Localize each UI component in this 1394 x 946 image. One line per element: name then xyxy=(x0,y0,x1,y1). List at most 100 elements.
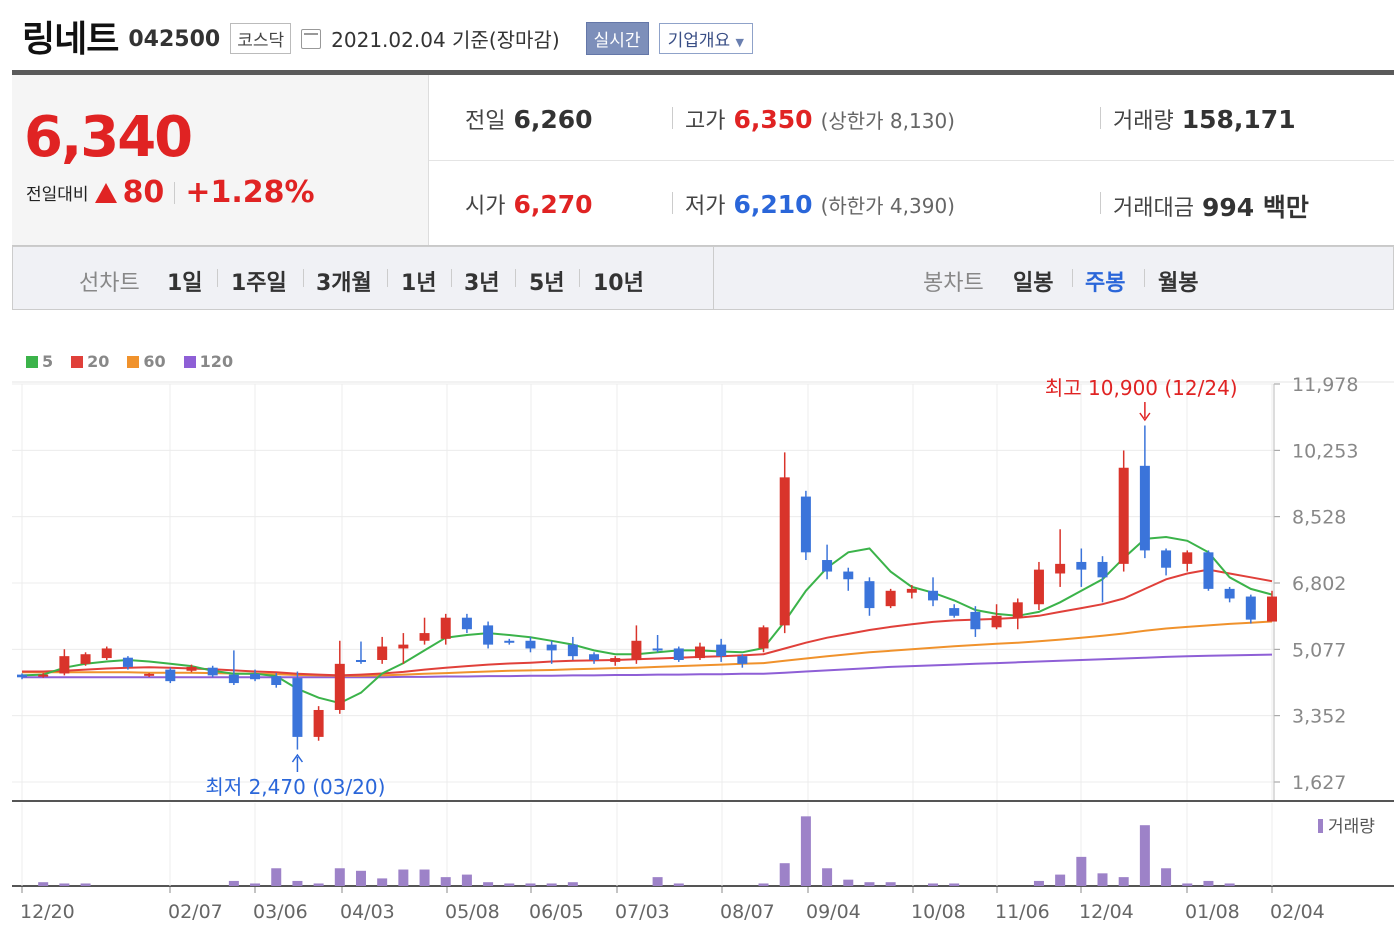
tab-monthly[interactable]: 월봉 xyxy=(1158,271,1199,296)
candle-body xyxy=(1033,569,1044,605)
volume-bar xyxy=(38,882,49,886)
candle-body xyxy=(631,640,642,660)
candle-body xyxy=(610,658,621,662)
candle-body xyxy=(1161,550,1172,568)
tab-3y[interactable]: 3년 xyxy=(464,271,500,296)
volume-bar xyxy=(800,816,811,886)
chevron-down-icon: ▼ xyxy=(735,35,744,49)
candle-body xyxy=(885,590,896,607)
divider xyxy=(1144,269,1145,287)
candle-body xyxy=(758,627,769,649)
amount-label: 거래대금 xyxy=(1113,196,1194,221)
volume-bar xyxy=(843,879,854,886)
divider xyxy=(672,107,673,129)
x-tick-label: 09/04 xyxy=(806,901,861,923)
volume-bar xyxy=(652,877,663,886)
tab-1d[interactable]: 1일 xyxy=(167,271,203,296)
candle-body xyxy=(737,656,748,664)
tab-10y[interactable]: 10년 xyxy=(593,271,644,296)
candle-body xyxy=(38,674,49,677)
divider xyxy=(303,269,304,287)
arrow-head xyxy=(291,753,304,763)
open-label: 시가 xyxy=(465,194,506,219)
price-row-1: 전일 6,260 고가 6,350 (상한가 8,130) 거래량 158,17… xyxy=(429,75,1394,161)
divider xyxy=(1100,107,1101,129)
volume-bar xyxy=(1033,880,1044,886)
tab-1w[interactable]: 1주일 xyxy=(231,271,287,296)
candle-body xyxy=(928,590,939,601)
candle-body xyxy=(673,648,684,660)
change-row: 전일대비 80 +1.28% xyxy=(26,175,315,210)
volume-bar xyxy=(1224,883,1235,886)
candle-body xyxy=(716,644,727,657)
volume-bar xyxy=(334,868,345,886)
volume-bar xyxy=(567,882,578,886)
prev-label: 전일 xyxy=(465,109,506,134)
period-tabs: 선차트 1일 1주일 3개월 1년 3년 5년 10년 봉차트 일봉 주봉 월봉 xyxy=(12,246,1394,310)
low-price: 저가 6,210 (하한가 4,390) xyxy=(685,188,955,220)
divider xyxy=(217,269,218,287)
amount-value: 994 백만 xyxy=(1201,193,1309,222)
volume-value: 158,171 xyxy=(1181,104,1296,134)
volume-bar xyxy=(673,883,684,886)
current-price: 6,340 xyxy=(24,105,193,170)
y-tick-label: 6,802 xyxy=(1292,573,1346,595)
candle-body xyxy=(292,678,303,737)
candle-body xyxy=(80,654,91,664)
realtime-button[interactable]: 실시간 xyxy=(585,21,649,55)
legend-swatch xyxy=(71,355,84,368)
volume-bar xyxy=(483,882,494,886)
divider xyxy=(451,269,452,287)
candle-body xyxy=(822,560,833,572)
candle-body xyxy=(1245,596,1256,620)
tab-weekly[interactable]: 주봉 xyxy=(1085,271,1126,296)
x-tick-label: 12/04 xyxy=(1079,901,1134,923)
prev-close: 전일 6,260 xyxy=(465,103,593,135)
volume-bar xyxy=(59,883,70,886)
volume-bar xyxy=(1161,868,1172,886)
x-tick-label: 11/06 xyxy=(995,901,1050,923)
ma-line-ma5 xyxy=(21,535,1273,705)
candle-body xyxy=(419,633,430,641)
tab-5y[interactable]: 5년 xyxy=(529,271,565,296)
candle-body xyxy=(652,648,663,651)
volume-bar xyxy=(504,883,515,886)
divider xyxy=(387,269,388,287)
candle-body xyxy=(589,654,600,660)
candle-body xyxy=(313,709,324,737)
tab-3m[interactable]: 3개월 xyxy=(316,271,372,296)
volume-bar xyxy=(1182,883,1193,886)
volume: 거래량 158,171 xyxy=(1113,103,1296,135)
x-tick-label: 01/08 xyxy=(1185,901,1240,923)
candle-body xyxy=(525,640,536,649)
volume-bar xyxy=(779,863,790,886)
x-tick-label: 02/07 xyxy=(168,901,223,923)
current-price-box: 6,340 전일대비 80 +1.28% xyxy=(12,75,429,245)
tab-1y[interactable]: 1년 xyxy=(401,271,437,296)
y-tick-label: 11,978 xyxy=(1292,374,1358,396)
high-value: 6,350 xyxy=(733,104,813,134)
y-tick-label: 1,627 xyxy=(1292,772,1346,794)
volume-bar xyxy=(928,883,939,886)
candle-body xyxy=(949,608,960,616)
legend-ma20: 20 xyxy=(71,352,109,371)
volume-legend-swatch xyxy=(1318,819,1323,833)
trade-amount: 거래대금 994 백만 xyxy=(1113,188,1309,224)
tab-daily[interactable]: 일봉 xyxy=(1013,271,1054,296)
open-price: 시가 6,270 xyxy=(465,188,593,220)
price-row-2: 시가 6,270 저가 6,210 (하한가 4,390) 거래대금 994 백… xyxy=(429,160,1394,245)
volume-bar xyxy=(250,883,261,886)
legend-label: 5 xyxy=(42,352,54,371)
low-value: 6,210 xyxy=(733,189,813,219)
top-divider xyxy=(12,70,1394,75)
x-tick-label: 12/20 xyxy=(20,901,75,923)
volume-bar xyxy=(546,883,557,886)
candle-body xyxy=(843,571,854,580)
ma-legend: 5 20 60 120 xyxy=(26,352,233,371)
volume-bar xyxy=(885,882,896,886)
company-overview-dropdown[interactable]: 기업개요 ▼ xyxy=(658,22,753,54)
price-summary: 6,340 전일대비 80 +1.28% 전일 6,260 고가 6,350 (… xyxy=(12,75,1394,246)
candle-body xyxy=(779,477,790,626)
candle-body xyxy=(398,644,409,649)
